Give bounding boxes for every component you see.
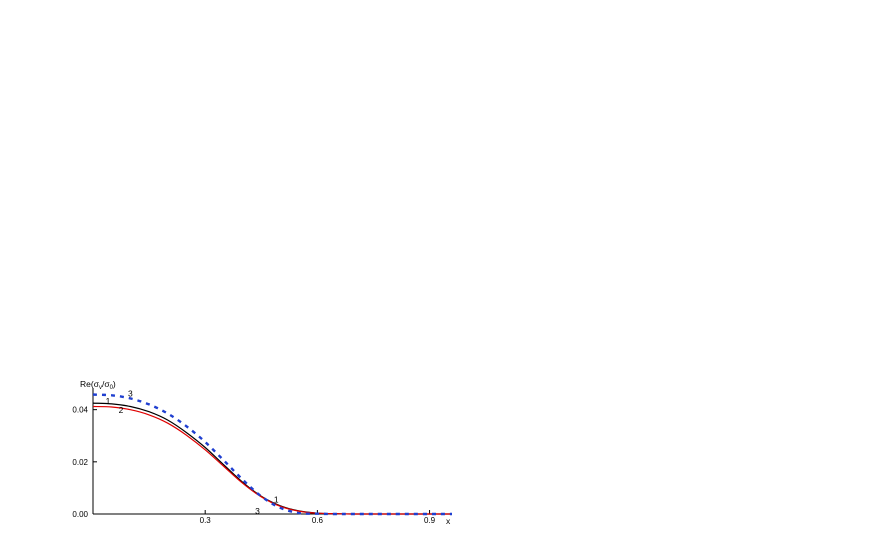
x-tick-label: 0.3 xyxy=(200,516,212,525)
series-line-1 xyxy=(92,402,452,515)
y-tick-label: 0.00 xyxy=(72,510,88,519)
series-layer xyxy=(92,393,452,516)
x-axis-title: x xyxy=(446,516,451,526)
series-line-3 xyxy=(92,393,452,516)
curve-label: 2 xyxy=(119,405,124,415)
curve-label: 3 xyxy=(255,506,260,516)
x-tick-label: 0.6 xyxy=(312,516,324,525)
curve-label: 1 xyxy=(106,396,111,406)
curve-label: 1 xyxy=(274,495,279,505)
y-ticks: 0.00 0.02 0.04 xyxy=(72,406,97,519)
series-line-2 xyxy=(92,405,452,515)
x-ticks: 0.3 0.6 0.9 xyxy=(200,510,436,525)
curve-label: 3 xyxy=(128,388,133,398)
axes xyxy=(92,388,452,515)
y-tick-label: 0.02 xyxy=(72,458,88,467)
y-tick-label: 0.04 xyxy=(72,406,88,415)
x-tick-label: 0.9 xyxy=(424,516,436,525)
y-axis-title: Re(σv/σ0) xyxy=(80,379,116,391)
